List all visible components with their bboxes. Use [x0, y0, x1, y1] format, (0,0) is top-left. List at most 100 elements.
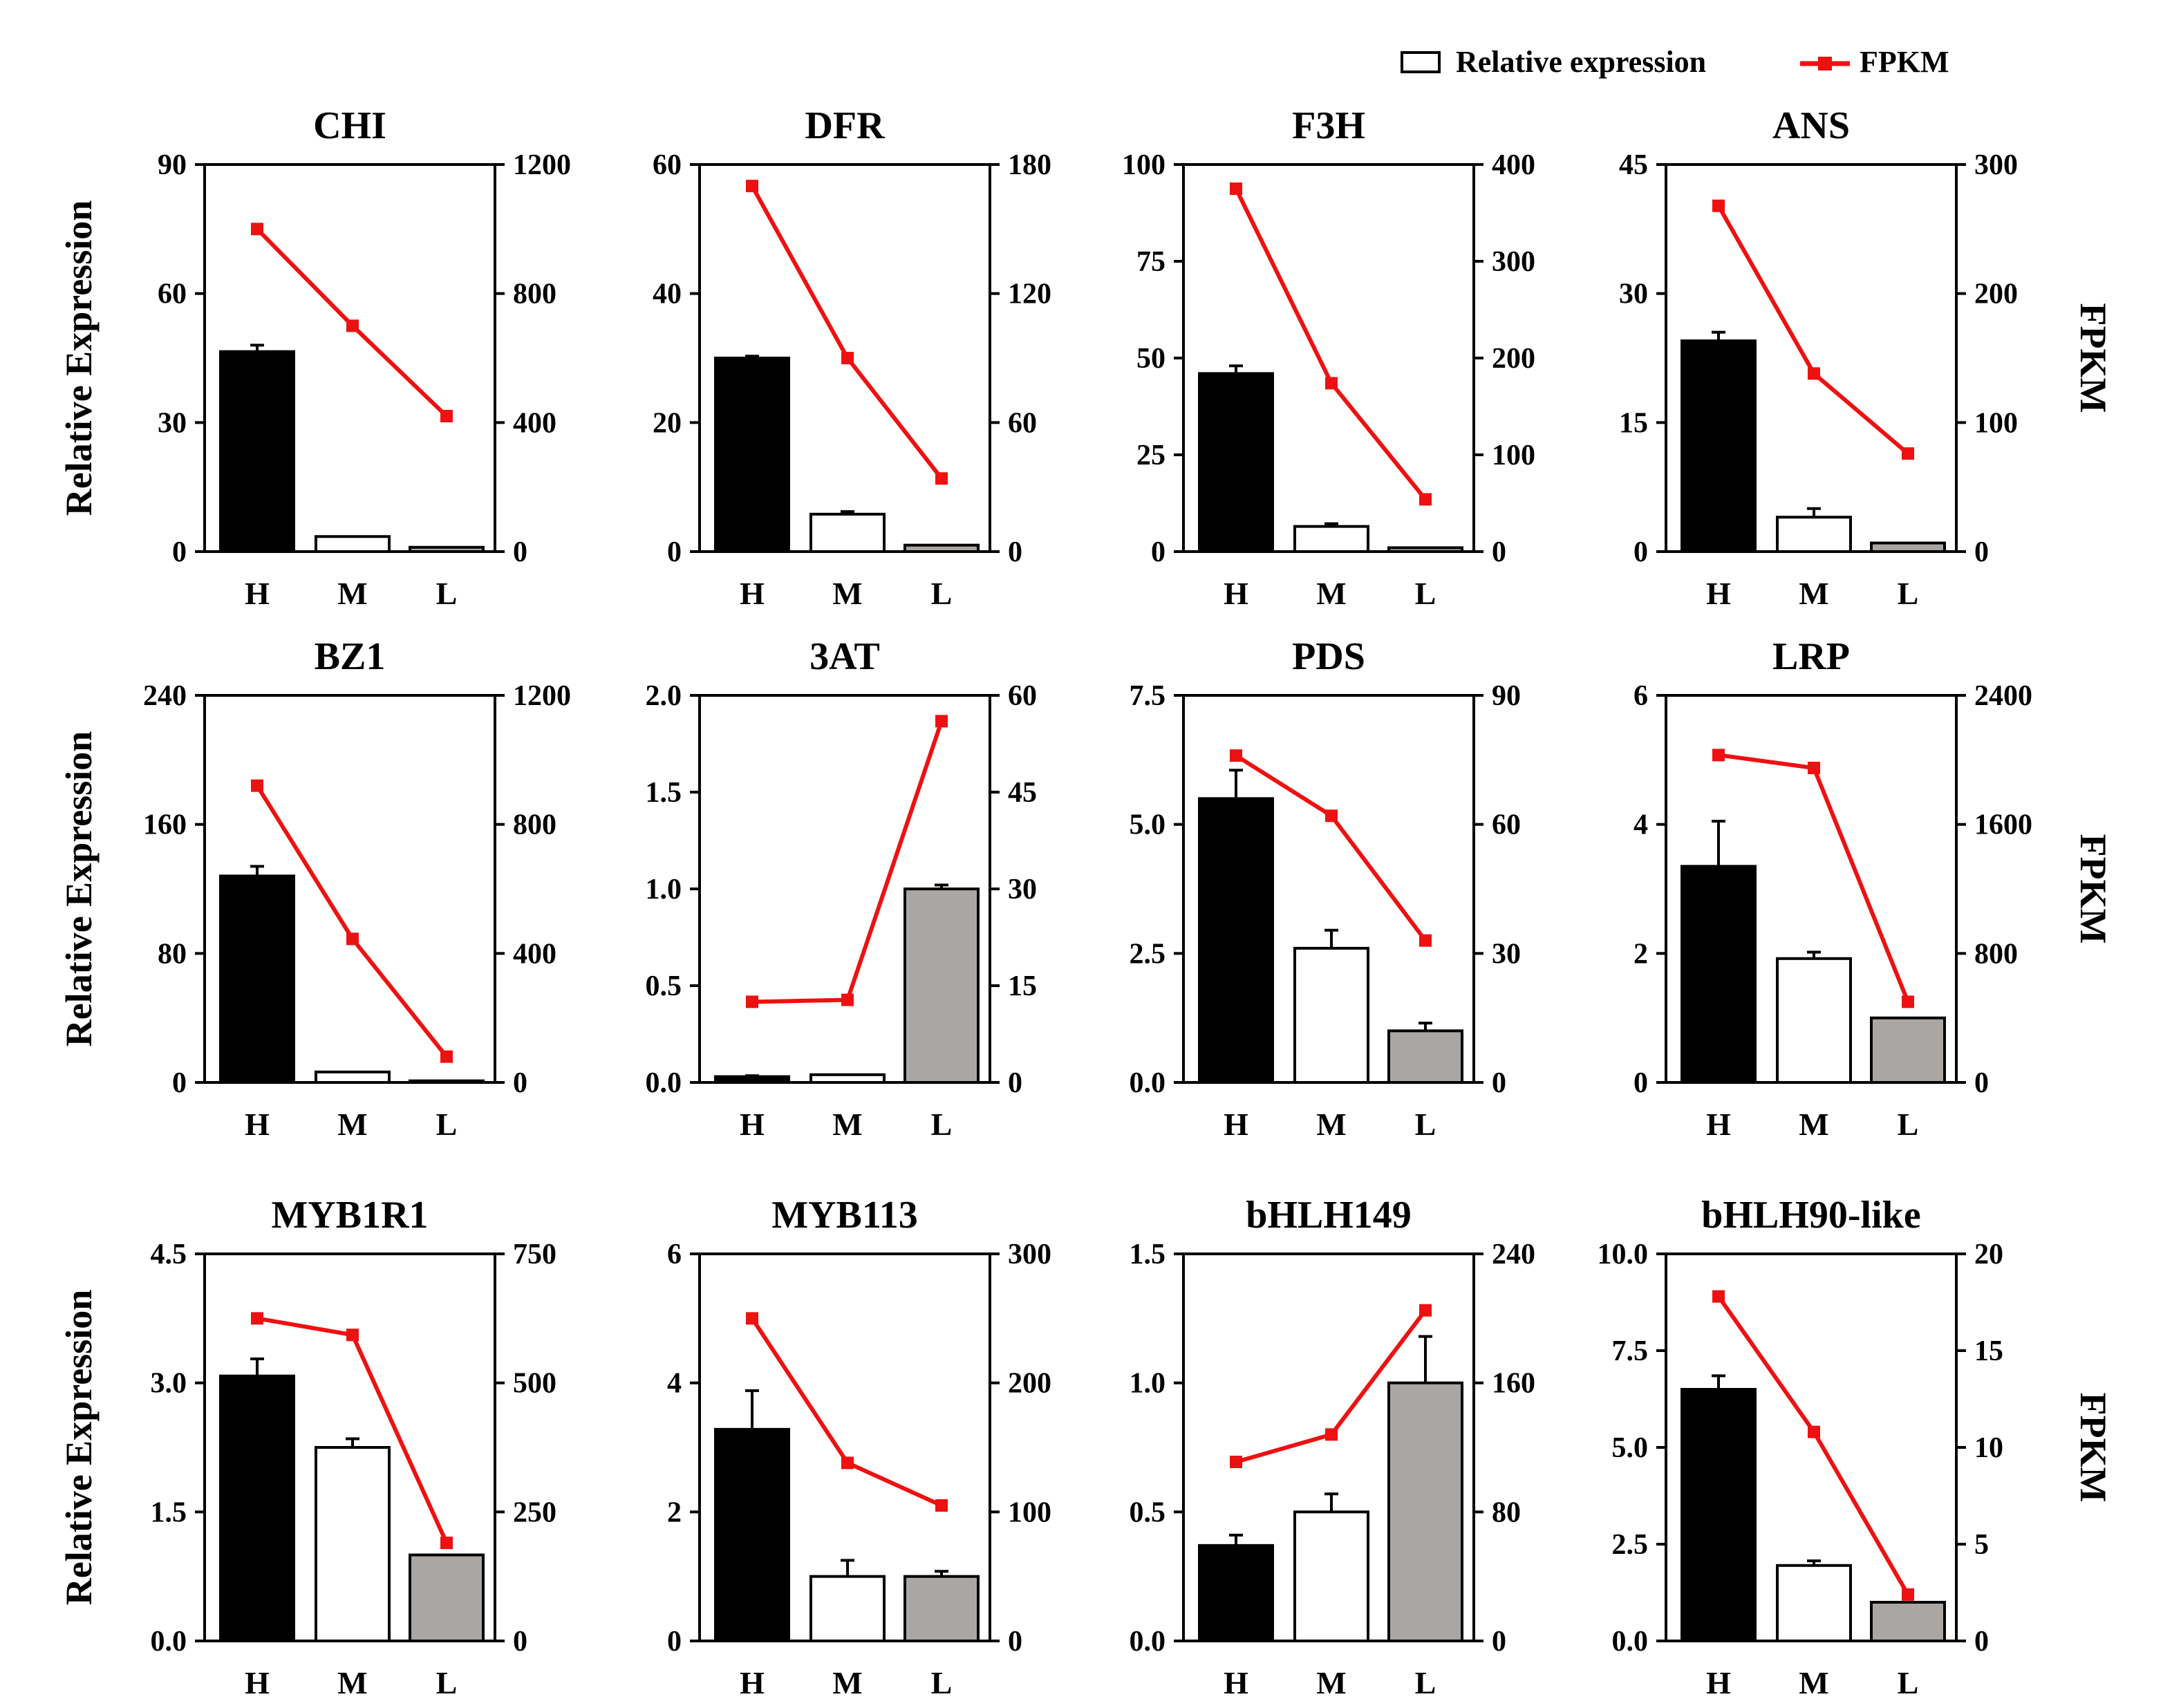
bar-h [1198, 1543, 1274, 1643]
bar-l [904, 888, 980, 1084]
category-label: M [1799, 1107, 1828, 1142]
left-tick-label: 4 [667, 1368, 682, 1400]
left-tick-label: 0.5 [646, 970, 682, 1002]
chart-title: bHLH149 [1246, 1194, 1412, 1237]
left-tick-label: 0 [1633, 536, 1648, 568]
right-tick-label: 1200 [513, 680, 571, 712]
right-tick-label: 240 [1492, 1239, 1535, 1270]
bar-l [904, 1575, 980, 1643]
bar-h [1198, 797, 1274, 1085]
right-tick-label: 100 [1974, 407, 2018, 439]
right-tick-label: 800 [513, 809, 556, 841]
legend-line-label: FPKM [1860, 45, 1949, 79]
left-tick-label: 50 [1136, 343, 1165, 375]
right-tick-label: 15 [1008, 970, 1037, 1002]
right-tick-label: 90 [1492, 680, 1521, 712]
right-tick-label: 200 [1492, 343, 1535, 375]
fpkm-point-l [935, 1499, 948, 1512]
fpkm-point-l [1419, 1304, 1432, 1317]
category-label: H [740, 576, 765, 611]
bar-h [1681, 865, 1757, 1085]
right-tick-label: 30 [1492, 938, 1521, 970]
bar-h [1681, 1388, 1757, 1642]
category-label: L [1415, 1665, 1436, 1700]
category-label: M [337, 1665, 367, 1700]
bar-l [409, 1553, 485, 1643]
fpkm-point-h [251, 1312, 263, 1325]
plot-frame [203, 163, 496, 553]
left-tick-label: 15 [1619, 407, 1648, 439]
right-tick-label: 120 [1008, 279, 1051, 310]
left-tick-label: 1.5 [151, 1496, 187, 1528]
left-tick-label: 10.0 [1598, 1239, 1649, 1270]
right-tick-label: 0 [1974, 1067, 1989, 1099]
right-tick-label: 60 [1008, 407, 1037, 439]
right-tick-label: 5 [1974, 1529, 1989, 1561]
left-tick-label: 240 [143, 680, 187, 712]
left-tick-label: 5.0 [1130, 809, 1166, 841]
right-tick-label: 45 [1008, 777, 1037, 809]
category-label: M [1316, 576, 1346, 611]
bar-m [1776, 516, 1852, 554]
fpkm-point-m [1808, 367, 1820, 380]
bar-l [1387, 1029, 1463, 1085]
left-tick-label: 5.0 [1612, 1432, 1649, 1464]
fpkm-point-h [746, 180, 758, 193]
legend-bar-swatch [1401, 51, 1441, 73]
legend-bar-label: Relative expression [1456, 45, 1706, 79]
chart-title: F3H [1292, 104, 1365, 147]
left-tick-label: 0 [1151, 536, 1165, 568]
fpkm-point-m [841, 993, 854, 1006]
left-tick-label: 6 [667, 1239, 682, 1270]
plot-frame [203, 1252, 496, 1642]
bar-h [714, 357, 790, 553]
fpkm-point-l [1902, 1588, 1914, 1601]
bar-m [1293, 946, 1369, 1085]
fpkm-point-h [1712, 199, 1725, 212]
chart-title: PDS [1292, 635, 1365, 678]
right-tick-label: 0 [1492, 536, 1506, 568]
left-tick-label: 0 [667, 1626, 682, 1658]
category-label: L [931, 1665, 953, 1700]
bar-m [1776, 1564, 1852, 1643]
left-tick-label: 4 [1633, 809, 1648, 841]
category-label: L [1898, 1665, 1919, 1700]
right-tick-label: 0 [1974, 1626, 1989, 1658]
right-tick-label: 60 [1492, 809, 1521, 841]
fpkm-point-h [1230, 1456, 1242, 1468]
category-label: H [1706, 576, 1731, 611]
category-label: L [1898, 1107, 1919, 1142]
right-tick-label: 10 [1974, 1432, 2003, 1464]
left-tick-label: 0 [667, 536, 682, 568]
category-label: M [832, 576, 862, 611]
bar-l [1387, 1381, 1463, 1642]
category-label: H [1224, 576, 1248, 611]
left-tick-label: 60 [653, 149, 682, 181]
bar-l [1870, 1601, 1946, 1642]
fpkm-point-m [1325, 809, 1338, 823]
left-tick-label: 0 [1633, 1067, 1648, 1099]
left-tick-label: 7.5 [1130, 680, 1166, 712]
left-tick-label: 0.0 [646, 1067, 682, 1099]
right-tick-label: 250 [513, 1496, 556, 1528]
left-axis-title: Relative Expression [58, 731, 100, 1047]
category-label: L [436, 576, 458, 611]
fpkm-point-m [841, 352, 854, 364]
category-label: L [436, 1665, 458, 1700]
left-tick-label: 30 [158, 407, 187, 439]
category-label: L [931, 576, 953, 611]
left-tick-label: 0 [172, 1067, 187, 1099]
panel-bhlh90-like: bHLH90-like 0.0 2.5 5.0 7.5 10.0 0 5 10 15 20 H M L [1598, 1194, 2004, 1700]
chart-title: MYB113 [771, 1194, 918, 1237]
chart-title: BZ1 [315, 635, 386, 678]
category-label: L [1415, 1107, 1436, 1142]
bar-m [315, 1446, 391, 1642]
right-tick-label: 300 [1008, 1239, 1051, 1270]
left-tick-label: 3.0 [151, 1368, 187, 1400]
right-tick-label: 0 [1008, 1626, 1022, 1658]
left-tick-label: 0.0 [1130, 1067, 1166, 1099]
category-label: M [337, 576, 367, 611]
right-tick-label: 0 [513, 1626, 527, 1658]
left-tick-label: 30 [1619, 279, 1648, 310]
